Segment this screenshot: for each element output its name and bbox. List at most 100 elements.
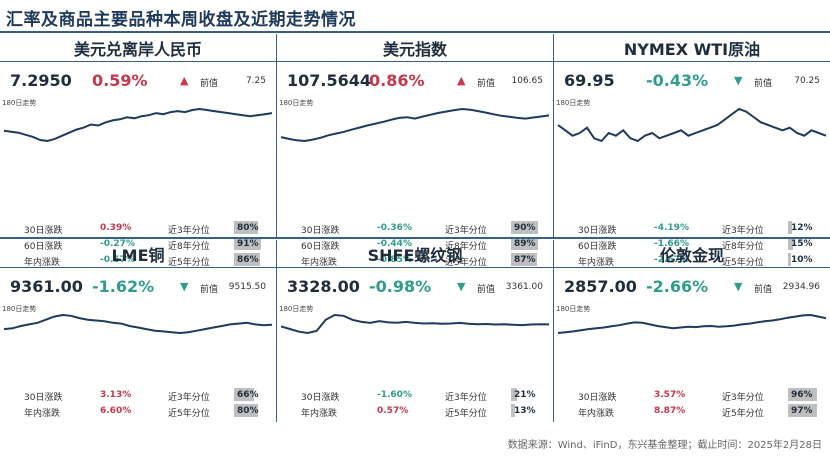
percentile-value: 12% [791, 223, 813, 233]
percentile-value: 10% [791, 255, 813, 265]
change-label: 30日涨跌 [301, 393, 340, 403]
panel-title-rule [0, 267, 276, 268]
previous-label: 前值 [477, 79, 496, 89]
weekly-change: 0.86% [369, 71, 425, 90]
quote-row: 9361.00 -1.62% ▼ 前值 9515.50 [0, 277, 276, 297]
quote-row: 2857.00 -2.66% ▼ 前值 2934.96 [554, 277, 830, 297]
percentile-label: 近3年分位 [168, 226, 210, 236]
percentile-value: 80% [237, 223, 259, 233]
previous-value: 2934.96 [782, 282, 820, 292]
percentile-bar [234, 388, 254, 401]
stat-row: 年内涨跌 -0.85% 近5年分位 87% [277, 252, 553, 268]
triangle-down-icon: ▼ [180, 280, 189, 293]
trend-sparkline [3, 107, 273, 143]
change-label: 年内涨跌 [24, 258, 61, 268]
stat-row: 60日涨跌 -1.66% 近8年分位 15% [554, 236, 830, 252]
trend-line [3, 313, 273, 335]
triangle-down-icon: ▼ [734, 280, 743, 293]
stat-row: 年内涨跌 8.87% 近5年分位 97% [554, 403, 830, 419]
change-value: -2.67% [654, 255, 689, 265]
trend-label: 180日走势 [556, 305, 591, 313]
percentile-bar [788, 237, 793, 250]
instrument-panel: 伦敦金现 2857.00 -2.66% ▼ 前值 2934.96 180日走势 … [554, 239, 830, 423]
percentile-label: 近8年分位 [168, 242, 210, 252]
change-value: -4.19% [654, 223, 689, 233]
percentile-value: 15% [791, 239, 813, 249]
weekly-change: -2.66% [646, 277, 709, 296]
quote-row: 7.2950 0.59% ▲ 前值 7.25 [0, 71, 276, 91]
percentile-value: 96% [791, 390, 813, 400]
column-divider [276, 240, 277, 422]
change-value: -0.44% [377, 239, 412, 249]
previous-value: 7.25 [245, 76, 266, 86]
change-value: 3.13% [100, 390, 132, 400]
column-divider [553, 240, 554, 422]
instrument-panel: LME铜 9361.00 -1.62% ▼ 前值 9515.50 180日走势 … [0, 239, 276, 423]
percentile-label: 近5年分位 [722, 409, 764, 419]
stat-row: 30日涨跌 0.39% 近3年分位 80% [0, 220, 276, 236]
change-value: -1.60% [377, 390, 412, 400]
percentile-value: 87% [514, 255, 536, 265]
quote-row: 69.95 -0.43% ▼ 前值 70.25 [554, 71, 830, 91]
weekly-change: 0.59% [92, 71, 148, 90]
triangle-down-icon: ▼ [734, 74, 743, 87]
change-value: 3.57% [654, 390, 686, 400]
trend-sparkline [557, 107, 827, 143]
percentile-bar [511, 388, 517, 401]
trend-line [280, 107, 550, 143]
title-rule [0, 31, 830, 33]
column-divider [276, 34, 277, 237]
previous-value: 106.65 [511, 76, 544, 86]
panel-title-rule [554, 61, 830, 62]
trend-sparkline [280, 107, 550, 143]
percentile-bar [511, 221, 538, 234]
change-value: -0.27% [100, 239, 135, 249]
percentile-bar [788, 253, 791, 266]
percentile-bar [788, 221, 792, 234]
close-price: 7.2950 [10, 71, 72, 90]
stat-row: 年内涨跌 -0.57% 近5年分位 86% [0, 252, 276, 268]
triangle-up-icon: ▲ [457, 74, 466, 87]
percentile-bar [234, 253, 260, 266]
trend-line [557, 313, 827, 334]
trend-label: 180日走势 [279, 305, 314, 313]
percentile-value: 80% [237, 406, 259, 416]
change-value: 0.39% [100, 223, 132, 233]
close-price: 3328.00 [287, 277, 360, 296]
change-label: 年内涨跌 [578, 258, 615, 268]
previous-label: 前值 [754, 79, 773, 89]
triangle-up-icon: ▲ [180, 74, 189, 87]
stat-row: 60日涨跌 -0.27% 近8年分位 91% [0, 236, 276, 252]
change-label: 年内涨跌 [578, 409, 615, 419]
percentile-value: 89% [514, 239, 536, 249]
percentile-bar [511, 253, 537, 266]
change-label: 年内涨跌 [301, 258, 338, 268]
percentile-bar [234, 404, 258, 417]
trend-sparkline [3, 313, 273, 335]
change-label: 60日涨跌 [578, 242, 617, 252]
change-value: 0.57% [377, 406, 409, 416]
stat-row: 30日涨跌 -4.19% 近3年分位 12% [554, 220, 830, 236]
column-divider [553, 34, 554, 237]
source-note: 数据来源：Wind、iFinD，东兴基金整理；截止时间：2025年2月28日 [507, 440, 822, 451]
panel-title: LME铜 [111, 246, 165, 265]
previous-label: 前值 [200, 79, 219, 89]
percentile-label: 近3年分位 [722, 226, 764, 236]
trend-line [557, 107, 827, 143]
change-label: 30日涨跌 [24, 393, 63, 403]
instrument-panel: SHFE螺纹钢 3328.00 -0.98% ▼ 前值 3361.00 180日… [277, 239, 553, 423]
panel-title: 美元指数 [382, 40, 447, 59]
percentile-value: 90% [514, 223, 536, 233]
stat-row: 年内涨跌 6.60% 近5年分位 80% [0, 403, 276, 419]
panel-title: SHFE螺纹钢 [367, 246, 463, 265]
trend-label: 180日走势 [279, 99, 314, 107]
weekly-change: -0.43% [646, 71, 709, 90]
panel-title: NYMEX WTI原油 [623, 40, 761, 59]
close-price: 107.5644 [287, 71, 372, 90]
triangle-down-icon: ▼ [457, 280, 466, 293]
percentile-label: 近3年分位 [445, 393, 487, 403]
change-value: -0.57% [100, 255, 135, 265]
change-value: -0.36% [377, 223, 412, 233]
change-label: 60日涨跌 [24, 242, 63, 252]
quote-row: 3328.00 -0.98% ▼ 前值 3361.00 [277, 277, 553, 297]
